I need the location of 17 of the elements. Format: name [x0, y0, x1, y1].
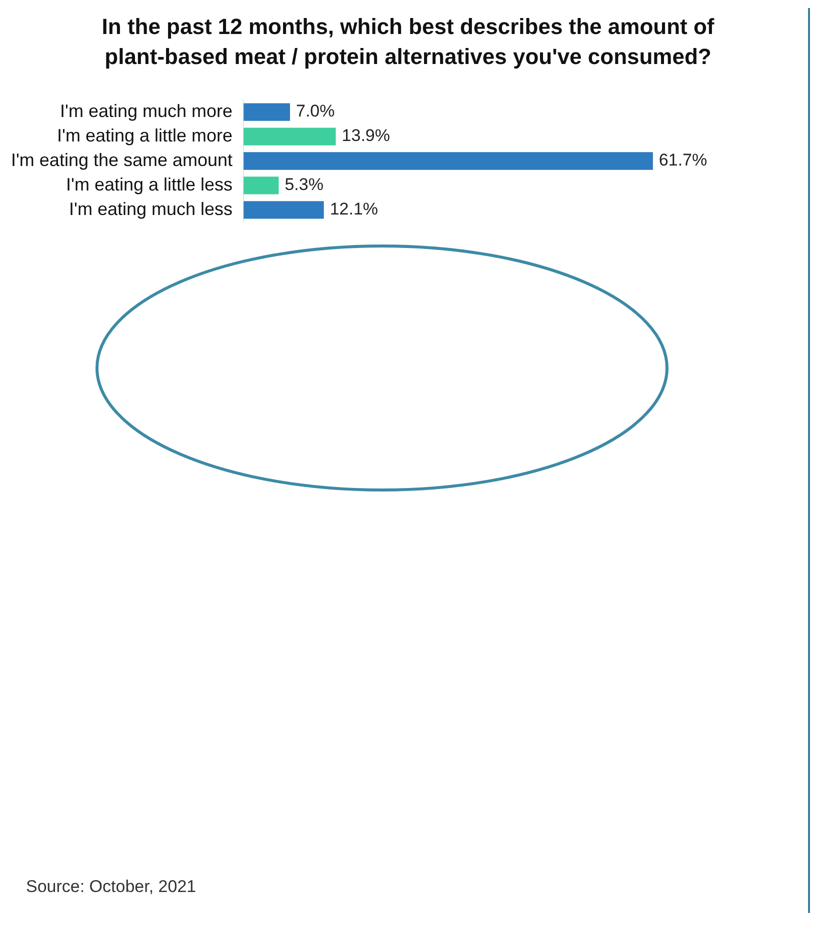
bar: [244, 201, 324, 219]
data-label: 13.9%: [342, 126, 390, 146]
data-label: 61.7%: [658, 150, 708, 170]
y-tick-label: I'm eating a little less: [66, 174, 233, 194]
data-label: 5.3%: [284, 175, 324, 194]
data-label: 12.1%: [330, 200, 378, 219]
y-tick-label: I'm eating much more: [60, 101, 233, 122]
bar: [244, 152, 653, 170]
bar: [244, 176, 279, 194]
bar: [244, 128, 336, 146]
data-label: 7.0%: [296, 102, 335, 121]
bar: [244, 103, 290, 121]
chart-title: In the past 12 months, which best describes the amount of plant-based meat / protein alternatives you've consumed?: [100, 13, 716, 71]
source-note: Source: October, 2021: [26, 877, 196, 897]
y-tick-label: I'm eating much less: [69, 198, 233, 219]
y-tick-label: I'm eating the same amount: [10, 150, 233, 170]
y-tick-label: I'm eating a little more: [57, 125, 233, 146]
